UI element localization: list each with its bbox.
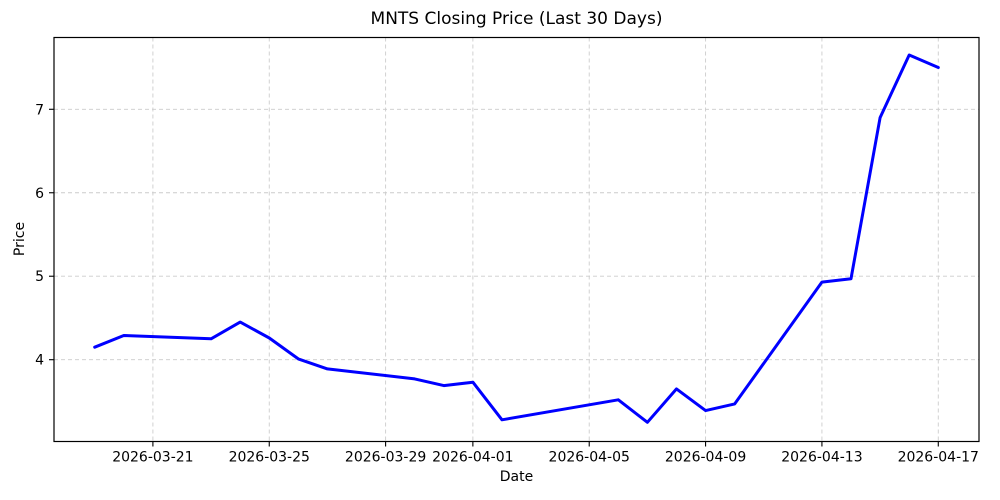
y-tick-label: 7 xyxy=(35,102,44,118)
x-axis-label: Date xyxy=(499,469,534,485)
x-tick-label: 2026-03-25 xyxy=(229,450,310,466)
x-tick-label: 2026-04-09 xyxy=(665,450,746,466)
y-tick-label: 6 xyxy=(35,186,44,202)
x-tick-label: 2026-04-17 xyxy=(898,450,979,466)
x-tick-label: 2026-04-13 xyxy=(781,450,862,466)
price-line-series xyxy=(93,53,940,424)
x-tick-label: 2026-03-21 xyxy=(112,450,193,466)
grid xyxy=(54,37,979,442)
y-axis-label: Price xyxy=(12,221,28,257)
y-tick-label: 5 xyxy=(35,269,44,285)
x-tick-label: 2026-04-01 xyxy=(432,450,513,466)
y-tick-label: 4 xyxy=(35,353,44,369)
x-tick-label: 2026-04-05 xyxy=(549,450,630,466)
ticks xyxy=(49,108,939,447)
x-tick-label: 2026-03-29 xyxy=(345,450,426,466)
chart-title: MNTS Closing Price (Last 30 Days) xyxy=(370,9,663,29)
plot-border xyxy=(53,36,980,443)
